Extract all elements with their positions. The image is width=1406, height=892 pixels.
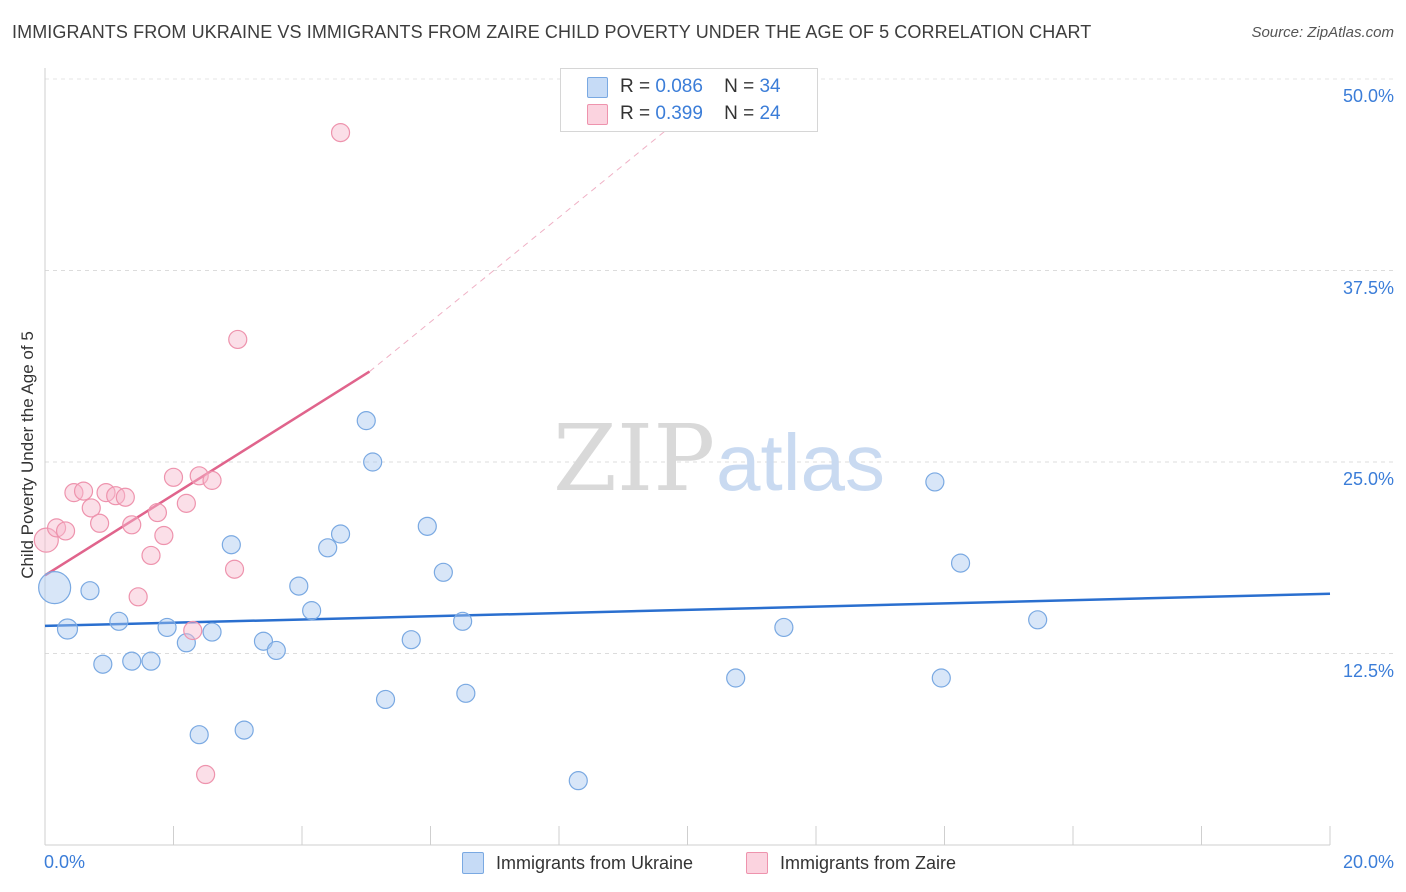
data-points <box>33 123 1048 791</box>
grid-lines <box>45 78 1394 654</box>
ukraine-point <box>433 562 453 582</box>
ukraine-point <box>417 516 437 536</box>
watermark-zip: ZIP <box>553 405 715 512</box>
ukraine-point <box>453 611 473 631</box>
zaire-point <box>183 620 203 641</box>
ukraine-point <box>122 651 142 671</box>
zaire-point <box>141 545 161 566</box>
ukraine-point <box>189 725 209 745</box>
zaire-trend-line <box>44 370 371 577</box>
zaire-point <box>81 498 101 518</box>
legend-n-label: N = <box>724 76 755 97</box>
ukraine-point <box>726 668 746 688</box>
ukraine-point <box>925 472 945 492</box>
x-tick-label-max: 20.0% <box>1342 852 1394 872</box>
zaire-point <box>330 123 351 143</box>
series-legend-zaire: Immigrants from Zaire <box>746 852 956 874</box>
ukraine-point <box>302 601 322 621</box>
zaire-point <box>64 483 84 503</box>
ukraine-point <box>109 611 129 631</box>
source-label: Source: ZipAtlas.com <box>1251 24 1394 41</box>
legend-n-value: 24 <box>759 103 781 124</box>
series-legend-ukraine: Immigrants from Ukraine <box>462 852 693 874</box>
ukraine-point <box>931 668 951 688</box>
zaire-point <box>147 502 168 523</box>
ukraine-point <box>176 633 196 653</box>
ukraine-legend-label: Immigrants from Ukraine <box>496 852 694 873</box>
ukraine-point <box>56 618 79 640</box>
ukraine-point <box>221 535 241 555</box>
ukraine-point <box>38 571 72 605</box>
legend-r-value: 0.086 <box>655 76 703 97</box>
zaire-legend-swatch <box>746 852 768 874</box>
chart-title: IMMIGRANTS FROM UKRAINE VS IMMIGRANTS FR… <box>12 22 1092 42</box>
zaire-legend-label: Immigrants from Zaire <box>780 852 957 873</box>
ukraine-point <box>93 654 113 674</box>
zaire-point <box>202 470 222 490</box>
ukraine-point <box>1028 610 1048 630</box>
legend-r-value: 0.399 <box>655 103 703 124</box>
legend-r-label: R = <box>620 76 651 97</box>
ukraine-point <box>950 553 971 573</box>
watermark-atlas: atlas <box>716 418 885 507</box>
ukraine-swatch <box>587 76 608 98</box>
ukraine-trend-line <box>44 592 1331 628</box>
ukraine-point <box>289 576 309 596</box>
ukraine-point <box>356 411 376 431</box>
y-tick-label-25: 25.0% <box>1342 469 1394 489</box>
y-tick-label-12-5: 12.5% <box>1342 661 1394 681</box>
zaire-point <box>176 493 196 513</box>
zaire-point <box>122 515 142 535</box>
zaire-swatch <box>587 103 608 125</box>
zaire-point <box>33 527 59 553</box>
x-tick-label-min: 0.0% <box>44 852 86 872</box>
zaire-point <box>128 587 148 607</box>
legend-n-value: 34 <box>759 76 781 97</box>
ukraine-point <box>330 524 351 544</box>
ukraine-point <box>456 683 476 703</box>
legend-row-zaire: R = 0.399 N = 24 <box>587 102 781 126</box>
ukraine-point <box>774 617 794 638</box>
zaire-point <box>73 481 94 501</box>
ukraine-point <box>141 651 161 671</box>
legend-r-label: R = <box>620 103 651 124</box>
zaire-point <box>154 525 174 546</box>
zaire-trend-extension <box>369 86 720 372</box>
zaire-point <box>55 521 76 541</box>
zaire-point <box>224 559 245 579</box>
ukraine-point <box>202 622 222 642</box>
trend-lines <box>44 86 1331 628</box>
legend-row-ukraine: R = 0.086 N = 34 <box>587 75 781 99</box>
legend-n-label: N = <box>724 103 755 124</box>
zaire-point <box>163 467 184 487</box>
zaire-point <box>115 487 135 507</box>
ukraine-legend-swatch <box>462 852 484 874</box>
ukraine-point <box>234 720 254 740</box>
zaire-point <box>106 486 126 506</box>
y-axis-label: Child Poverty Under the Age of 5 <box>18 331 37 579</box>
ukraine-point <box>401 630 421 650</box>
ukraine-point <box>157 617 177 638</box>
zaire-point <box>228 329 248 350</box>
axes <box>44 68 1331 846</box>
y-tick-label-37-5: 37.5% <box>1342 278 1394 298</box>
y-tick-label-50: 50.0% <box>1342 86 1394 106</box>
ukraine-point <box>363 452 383 472</box>
ukraine-point <box>80 581 100 601</box>
correlation-legend: R = 0.086 N = 34 R = 0.399 N = 24 <box>560 68 818 132</box>
ukraine-point <box>318 538 338 558</box>
zaire-point <box>196 764 216 785</box>
zaire-point <box>90 513 110 533</box>
ukraine-point <box>375 689 396 710</box>
watermark: ZIP atlas <box>553 405 885 512</box>
ukraine-point <box>568 771 588 791</box>
zaire-point <box>189 466 209 486</box>
ukraine-point <box>266 640 286 661</box>
